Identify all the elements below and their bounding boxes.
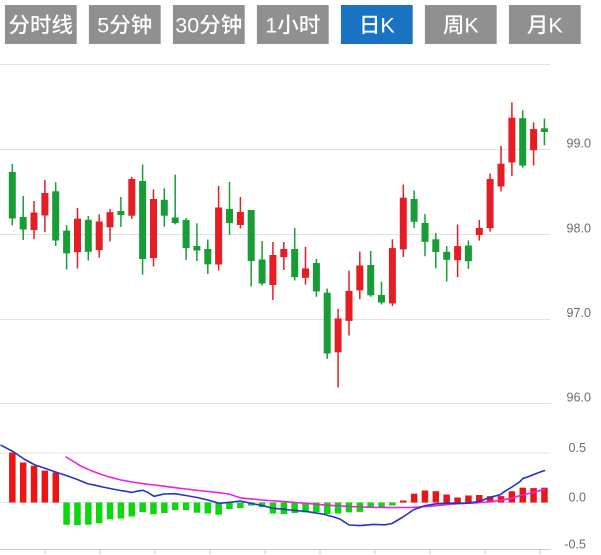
svg-text:K: K <box>548 14 563 38</box>
svg-text:K: K <box>380 14 395 38</box>
svg-text:0: 0 <box>187 14 199 38</box>
svg-text:96.0: 96.0 <box>566 391 591 405</box>
svg-text:5: 5 <box>97 14 109 38</box>
svg-text:-0.5: -0.5 <box>564 538 586 552</box>
svg-text:99.0: 99.0 <box>566 137 591 151</box>
svg-text:K: K <box>464 14 479 38</box>
svg-text:0.0: 0.0 <box>568 491 586 505</box>
svg-text:1: 1 <box>265 14 277 38</box>
svg-text:97.0: 97.0 <box>566 306 591 320</box>
svg-text:3: 3 <box>175 14 187 38</box>
svg-text:98.0: 98.0 <box>566 222 591 236</box>
svg-text:0.5: 0.5 <box>568 441 586 455</box>
